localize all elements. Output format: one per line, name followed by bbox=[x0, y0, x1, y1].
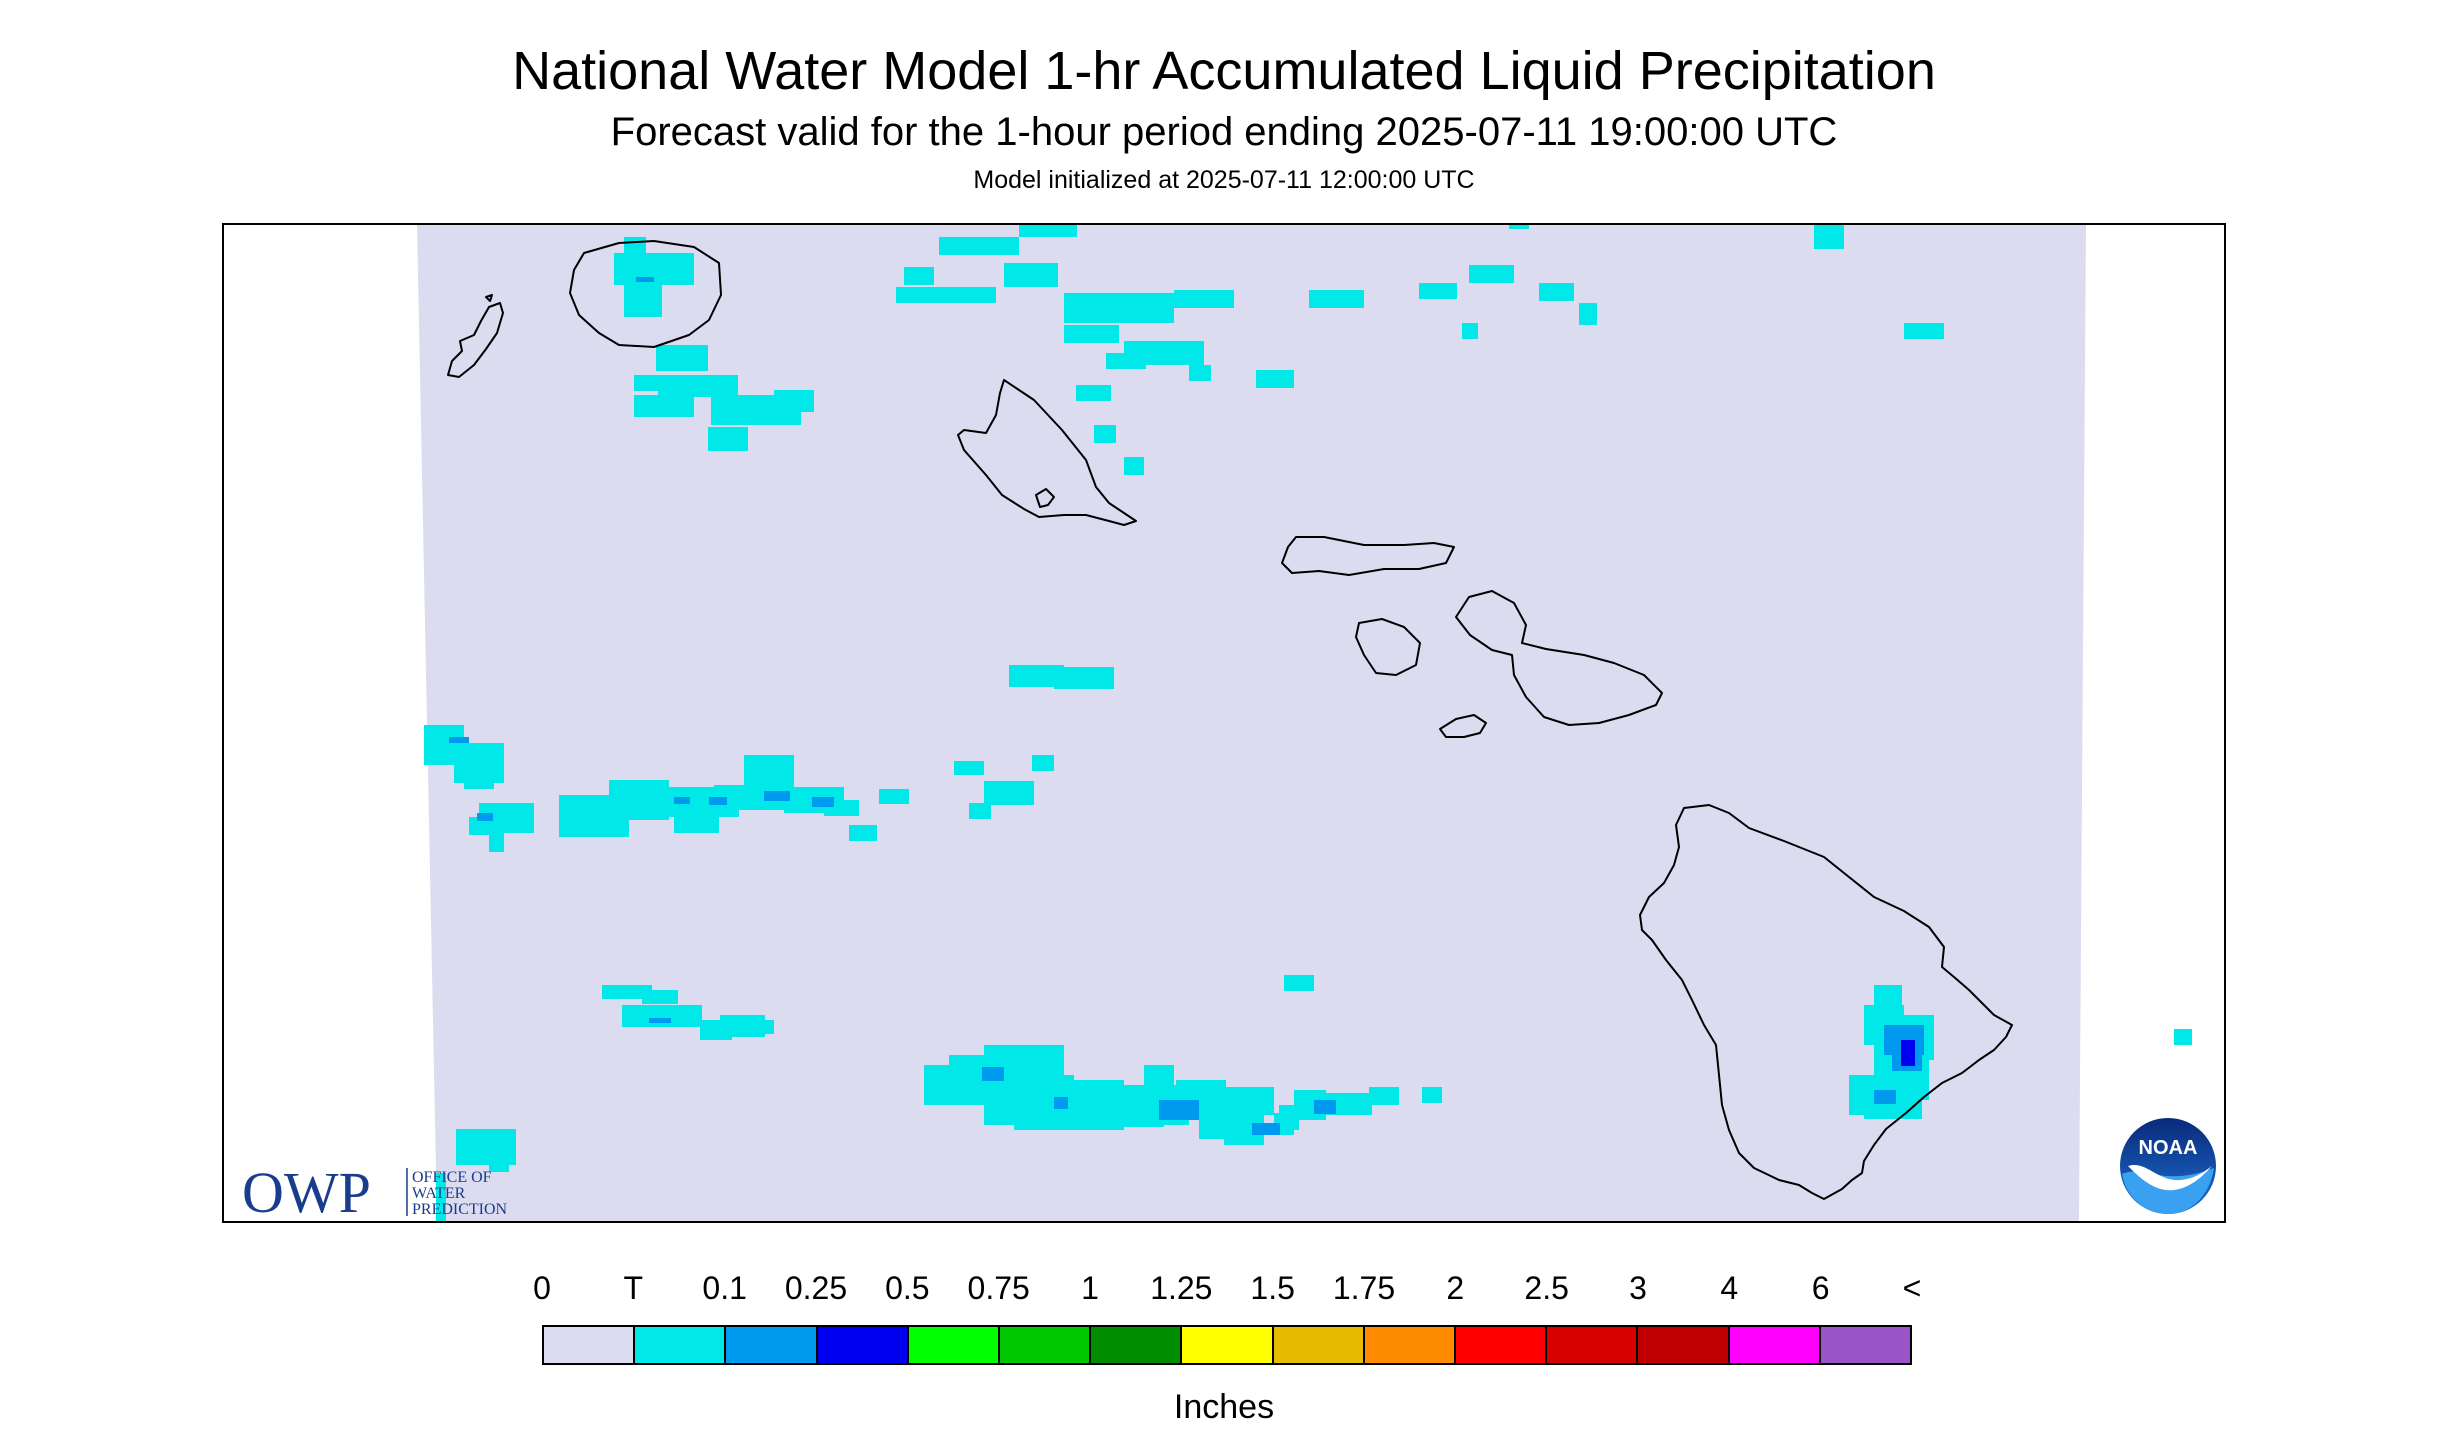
island-oahu bbox=[957, 379, 1137, 526]
legend-label: 2 bbox=[1446, 1270, 1465, 1306]
owp-logo-letters: OWP bbox=[242, 1160, 371, 1220]
owp-logo-text-2: WATER bbox=[412, 1185, 466, 1202]
legend-label: 3 bbox=[1629, 1270, 1647, 1306]
legend-units: Inches bbox=[1173, 1388, 1275, 1426]
legend-swatch bbox=[1000, 1327, 1092, 1363]
map-canvas bbox=[417, 225, 2192, 1221]
legend-swatch bbox=[544, 1327, 636, 1363]
legend-label: 0.75 bbox=[967, 1270, 1030, 1306]
legend-label: 0.1 bbox=[702, 1270, 747, 1306]
legend-swatch bbox=[1547, 1327, 1639, 1363]
legend-swatch bbox=[1273, 1327, 1365, 1363]
model-domain bbox=[417, 225, 2086, 1221]
legend-swatch bbox=[1182, 1327, 1274, 1363]
legend-swatch bbox=[1091, 1327, 1183, 1363]
legend-color-bar bbox=[542, 1325, 1912, 1365]
legend-label: < bbox=[1902, 1270, 1922, 1306]
legend-swatch bbox=[817, 1327, 909, 1363]
island-lehua bbox=[485, 294, 493, 302]
legend-swatch bbox=[635, 1327, 727, 1363]
island-lanai bbox=[1355, 618, 1421, 676]
island-kauai bbox=[569, 240, 722, 348]
precip-moderate-cells bbox=[1901, 1040, 1915, 1066]
island-kahoolawe bbox=[1439, 714, 1487, 738]
island-niihau bbox=[447, 302, 504, 378]
legend-label: 1 bbox=[1081, 1270, 1099, 1306]
owp-logo-text-3: PREDICTION bbox=[412, 1201, 508, 1218]
coastlines bbox=[447, 240, 2013, 1200]
legend-label: 0.5 bbox=[885, 1270, 930, 1306]
legend-label: 4 bbox=[1720, 1270, 1739, 1306]
legend-swatch bbox=[1820, 1327, 1911, 1363]
legend-label: 0.25 bbox=[784, 1270, 848, 1306]
valid-time-subtitle: Forecast valid for the 1-hour period end… bbox=[610, 110, 1838, 154]
legend-label: 1.5 bbox=[1250, 1270, 1295, 1306]
map-title: National Water Model 1-hr Accumulated Li… bbox=[512, 41, 1936, 101]
precipitation-map bbox=[222, 223, 2226, 1223]
legend-label: 1.25 bbox=[1150, 1270, 1213, 1306]
legend-label: T bbox=[623, 1270, 644, 1306]
legend-swatch bbox=[1456, 1327, 1548, 1363]
legend-swatch bbox=[726, 1327, 818, 1363]
legend-swatch bbox=[1638, 1327, 1730, 1363]
island-molokai bbox=[1281, 536, 1455, 576]
island-maui bbox=[1455, 590, 1663, 726]
init-time-subtitle: Model initialized at 2025-07-11 12:00:00… bbox=[973, 166, 1475, 194]
noaa-logo: NOAA bbox=[2120, 1118, 2216, 1214]
legend-label: 1.75 bbox=[1332, 1270, 1396, 1306]
legend-label: 2.5 bbox=[1524, 1270, 1569, 1306]
pearl-harbor bbox=[1035, 488, 1055, 508]
noaa-logo-letters: NOAA bbox=[2139, 1137, 2198, 1159]
legend-labels: 0 T 0.1 0.25 0.5 0.75 1 1.25 1.5 1.75 2 2.5 3 4 6 < bbox=[0, 1270, 2448, 1310]
legend-swatch bbox=[1729, 1327, 1821, 1363]
owp-logo: OWP OFFICE OF WATER PREDICTION bbox=[242, 1160, 508, 1220]
precip-trace-cells bbox=[424, 225, 2192, 1221]
owp-logo-text-1: OFFICE OF bbox=[412, 1169, 492, 1186]
legend-label: 6 bbox=[1811, 1270, 1830, 1306]
legend-swatch bbox=[1364, 1327, 1457, 1363]
island-hawaii bbox=[1639, 804, 2013, 1200]
legend-label: 0 bbox=[533, 1270, 551, 1306]
legend-swatch bbox=[908, 1327, 1001, 1363]
